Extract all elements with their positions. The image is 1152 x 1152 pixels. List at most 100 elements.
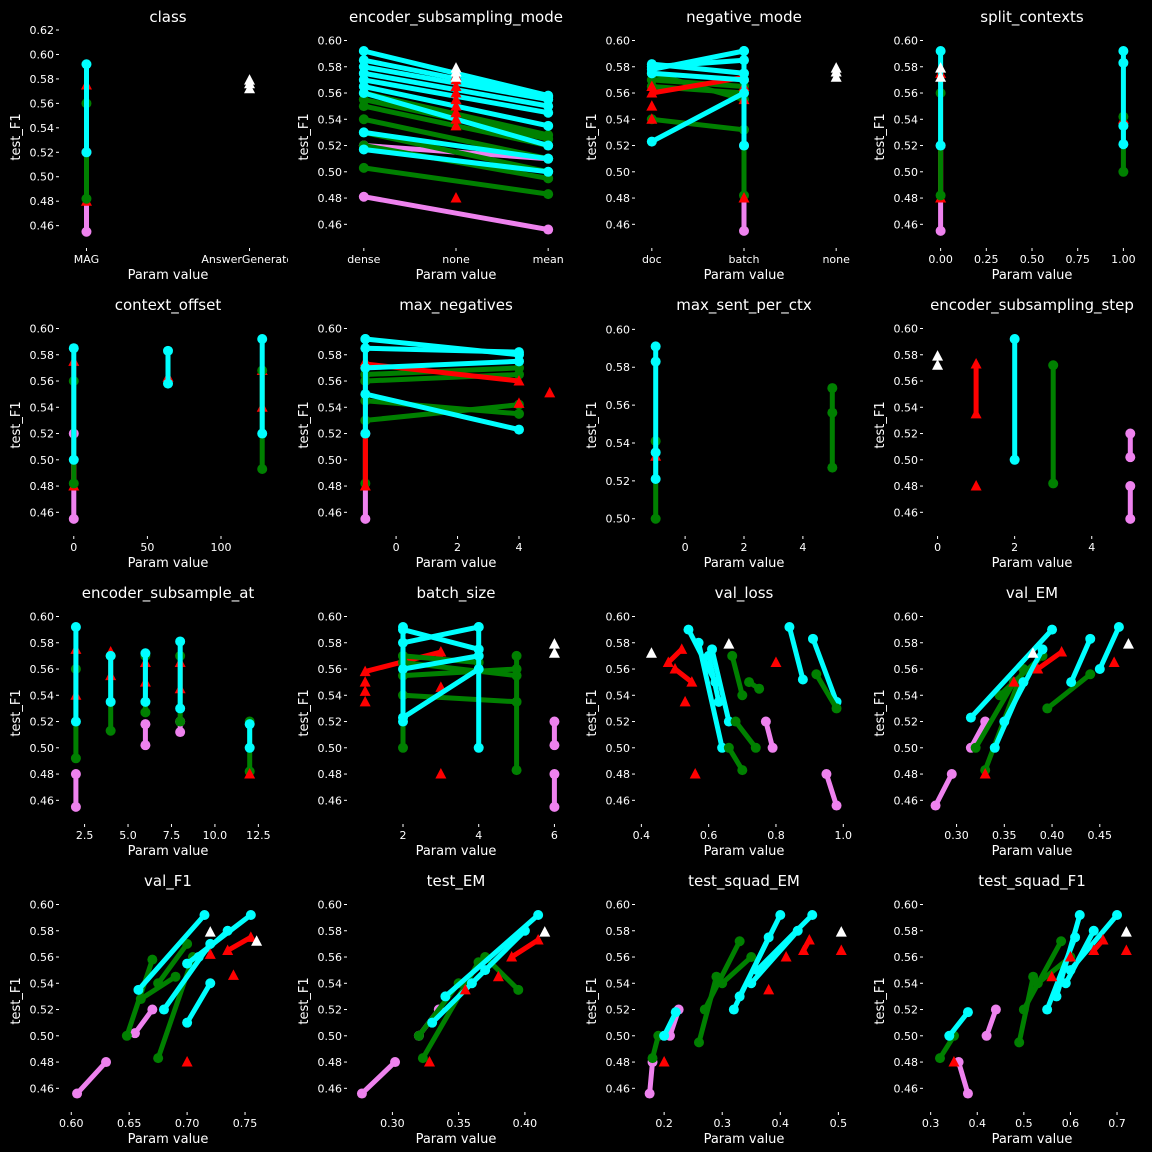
series-white [935,62,947,82]
data-point [427,1017,438,1028]
data-point [506,951,518,962]
data-point [140,707,151,718]
data-point [450,119,462,131]
data-point [450,100,462,111]
y-tick-label: 0.58 [318,61,343,74]
data-point [163,378,173,389]
data-point [827,383,838,394]
y-tick-label: 0.54 [894,401,919,414]
y-axis-label: test_F1 [585,977,600,1024]
data-point [644,1088,655,1099]
x-tick-label: AnswerGenerator [201,253,288,266]
data-point [450,71,462,82]
y-tick-label: 0.48 [318,480,343,493]
x-axis-label: Param value [416,556,497,571]
data-point [946,769,957,780]
series-line [155,941,190,986]
series-green [723,650,842,776]
data-point [140,719,151,730]
y-tick-label: 0.56 [30,97,55,110]
data-point [70,622,81,633]
y-tick-label: 0.58 [30,73,55,86]
data-point [413,1030,424,1041]
data-point [513,424,524,435]
data-point [358,114,369,125]
data-point [548,647,560,658]
y-tick-label: 0.48 [30,768,55,781]
x-tick-label: 0.40 [1040,829,1065,842]
series-violet [953,1004,1001,1099]
data-point [1056,936,1067,947]
data-point [398,664,408,675]
data-point [511,765,522,776]
data-point [1085,633,1096,644]
data-point [358,162,369,173]
data-point [746,978,757,989]
y-tick-label: 0.56 [894,87,919,100]
data-point [359,665,371,677]
data-point [450,106,462,118]
y-axis-label: test_F1 [297,113,312,160]
y-tick-label: 0.46 [894,506,919,519]
data-point [360,513,371,524]
x-tick-label: 0.2 [655,1117,673,1130]
y-tick-label: 0.46 [606,794,631,807]
x-tick-label: 2 [454,541,461,554]
data-point [181,1056,193,1067]
y-tick-label: 0.54 [606,437,631,450]
data-point [543,130,554,141]
x-tick-label: dense [347,253,380,266]
data-point [650,356,661,367]
data-point [473,742,484,753]
subplot-val-F1: val_F1 0.46 0.48 0.50 0.52 0.54 0.56 0.58 0.60 0.… [9,872,263,1147]
series-line [400,692,520,705]
y-axis-label: test_F1 [9,689,24,736]
y-axis-label: test_F1 [297,689,312,736]
x-axis-label: Param value [704,1132,785,1147]
x-axis-label: Param value [704,556,785,571]
x-tick-label: 2 [400,829,407,842]
data-point [398,712,408,723]
series-cyan [68,334,268,465]
data-point [204,948,216,959]
data-point [989,742,1000,753]
data-point [450,93,462,105]
data-point [1118,46,1129,57]
x-axis-label: Param value [992,268,1073,283]
data-point [204,926,216,937]
y-axis-label: test_F1 [9,977,24,1024]
y-tick-label: 0.46 [606,218,631,231]
x-tick-label: 0.75 [1065,253,1090,266]
data-point [105,650,116,661]
data-point [358,144,369,155]
y-axis-label: test_F1 [585,113,600,160]
data-point [659,1030,670,1041]
series-line [359,1059,398,1097]
data-point [359,480,371,491]
data-point [450,113,462,124]
data-point [1032,663,1044,674]
subplot-title: val_EM [1006,584,1058,603]
series-line [709,646,732,724]
data-point [1125,452,1136,463]
data-point [81,147,92,158]
data-point [358,127,369,138]
data-point [227,969,239,980]
data-point [835,926,847,937]
data-point [650,341,661,352]
subplot-title: val_loss [715,584,774,603]
y-tick-label: 0.62 [30,24,55,37]
data-point [251,935,263,946]
data-point [175,703,186,714]
y-tick-label: 0.56 [30,951,55,964]
y-tick-label: 0.52 [894,428,919,441]
data-point [140,648,151,659]
data-point [1118,57,1129,68]
y-tick-label: 0.50 [30,171,55,184]
series-line [647,1059,655,1097]
series-line [74,1059,109,1097]
data-point [739,140,749,151]
data-point [1125,428,1136,439]
y-tick-label: 0.58 [30,349,55,362]
subplot-test-squad-EM: test_squad_EM 0.46 0.48 0.50 0.52 0.54 0.56 0.5… [585,872,847,1147]
